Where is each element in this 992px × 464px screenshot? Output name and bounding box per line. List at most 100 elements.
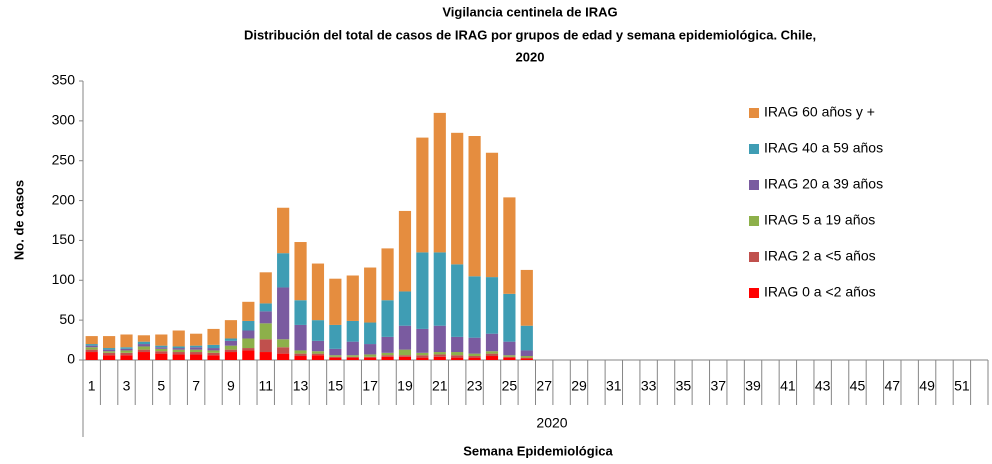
bar-segment [433,325,446,353]
x-tick-label: 33 [641,378,657,394]
y-axis-title: No. de casos [11,180,26,260]
bar-segment [137,335,151,342]
chart-subtitle: Distribución del total de casos de IRAG … [244,27,816,42]
bar-segment [433,252,446,326]
x-tick-label: 19 [397,378,413,394]
bar-segment [451,352,464,356]
bar-segment [503,355,516,357]
legend-label: IRAG 2 a <5 años [764,248,876,264]
bar-segment [364,356,377,358]
bar-segment [398,355,412,357]
x-tick-label: 25 [502,378,518,394]
chart-title: Vigilancia centinela de IRAG [442,4,617,19]
x-tick-label: 41 [780,378,796,394]
bar-segment [259,272,272,304]
y-tick-label: 50 [59,311,75,327]
bar-segment [398,291,412,326]
x-tick-label: 39 [745,378,761,394]
bar-segment [468,356,481,358]
bar-segment [451,336,464,353]
bar-segment [451,355,464,358]
bar-segment [85,347,98,350]
bar-segment [485,277,499,334]
bar-segment [451,357,464,360]
bar-segment [311,351,325,354]
bar-segment [120,347,133,349]
bar-segment [451,132,464,265]
bar-segment [207,344,220,349]
bar-segment [242,330,255,339]
bar-segment [468,357,481,360]
bar-segment [103,336,116,349]
bar-segment [137,344,151,347]
bar-segment [346,357,359,360]
x-tick-label: 51 [954,378,970,394]
x-axis-title: Semana Epidemiológica [463,443,613,458]
bar-segment [520,350,533,357]
bar-segment [364,344,377,355]
bar-segment [451,264,464,337]
bar-segment [503,293,516,342]
bar-segment [503,357,516,360]
bar-segment [242,320,255,331]
y-tick-label: 200 [52,191,76,207]
bar-segment [155,353,168,360]
bar-segment [294,324,307,351]
bar-segment [120,355,133,360]
x-tick-label: 7 [192,378,200,394]
bar-segment [503,356,516,358]
bar-segment [277,207,290,254]
bar-segment [85,336,98,345]
bar-segment [103,352,116,356]
bar-segment [277,287,290,340]
legend-label: IRAG 20 a 39 años [764,176,883,192]
chart-subtitle: 2020 [516,49,545,64]
bar-segment [207,348,220,351]
bar-segment [381,355,394,357]
bar-segment [172,349,185,353]
legend-label: IRAG 40 a 59 años [764,140,883,156]
x-tick-label: 21 [432,378,448,394]
bar-segment [416,352,429,356]
legend-label: IRAG 60 años y + [764,104,875,120]
x-tick-label: 43 [815,378,831,394]
legend-swatch [749,108,759,118]
bar-segment [311,353,325,356]
bar-segment [137,341,151,345]
bar-segment [485,333,499,352]
y-tick-label: 150 [52,231,76,247]
bar-segment [433,352,446,355]
bar-segment [416,357,429,360]
bar-segment [520,325,533,351]
bar-segment [329,278,342,325]
x-tick-label: 5 [157,378,165,394]
bar-segment [329,324,342,349]
bar-segment [155,348,168,352]
bar-segment [364,322,377,345]
bar-segment [103,351,116,353]
bar-segment [381,300,394,337]
bar-segment [120,352,133,356]
bar-segment [433,356,446,360]
bar-segment [433,354,446,357]
bar-segment [416,328,429,353]
x-group-label: 2020 [536,415,567,431]
bar-segment [207,355,220,360]
x-tick-label: 17 [362,378,378,394]
x-tick-label: 31 [606,378,622,394]
x-tick-label: 23 [467,378,483,394]
bar-segment [120,350,133,353]
bar-segment [224,352,238,360]
bar-segment [416,137,429,253]
bar-segment [364,267,377,323]
bar-segment [346,356,359,358]
legend-swatch [749,252,759,262]
bar-segment [329,357,342,360]
bar-segment [468,337,481,354]
bar-segment [311,263,325,321]
bar-segment [242,348,255,351]
x-tick-label: 3 [123,378,131,394]
bar-segment [190,347,203,350]
bar-segment [433,112,446,253]
